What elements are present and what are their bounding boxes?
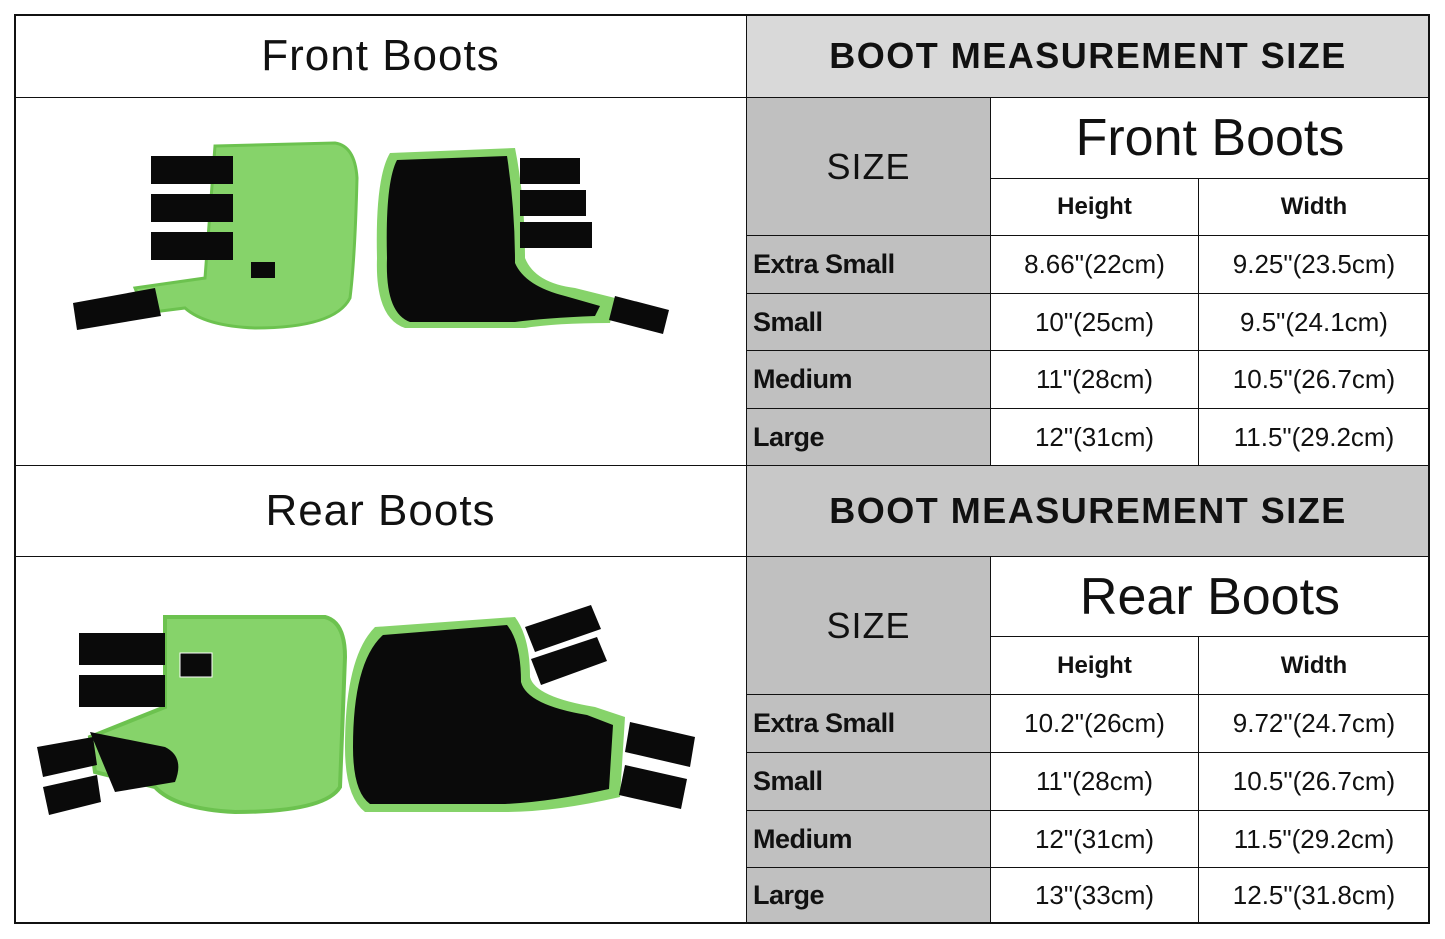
rear-boots-image xyxy=(37,605,695,815)
front-row-height: 12"(31cm) xyxy=(990,408,1199,466)
front-table-title: Front Boots xyxy=(990,97,1430,179)
rear-row-height: 12"(31cm) xyxy=(990,810,1199,868)
rear-row-height: 10.2"(26cm) xyxy=(990,694,1199,753)
front-row-width: 9.5"(24.1cm) xyxy=(1198,293,1430,351)
front-row-size: Small xyxy=(746,293,991,351)
rear-row-height: 11"(28cm) xyxy=(990,752,1199,811)
rear-size-label: SIZE xyxy=(746,556,991,695)
front-row-width: 9.25"(23.5cm) xyxy=(1198,235,1430,294)
rear-row-size: Medium xyxy=(746,810,991,868)
front-boots-title: Front Boots xyxy=(14,14,747,98)
front-boots-image-cell xyxy=(14,97,747,466)
rear-row-width: 11.5"(29.2cm) xyxy=(1198,810,1430,868)
rear-row-height: 13"(33cm) xyxy=(990,867,1199,924)
rear-row-width: 10.5"(26.7cm) xyxy=(1198,752,1430,811)
front-row-height: 11"(28cm) xyxy=(990,350,1199,409)
front-size-label: SIZE xyxy=(746,97,991,236)
front-row-size: Medium xyxy=(746,350,991,409)
front-row-width: 10.5"(26.7cm) xyxy=(1198,350,1430,409)
rear-row-width: 9.72"(24.7cm) xyxy=(1198,694,1430,753)
front-row-height: 8.66"(22cm) xyxy=(990,235,1199,294)
front-row-height: 10"(25cm) xyxy=(990,293,1199,351)
front-col-height: Height xyxy=(990,178,1199,236)
rear-col-height: Height xyxy=(990,636,1199,695)
front-row-size: Large xyxy=(746,408,991,466)
rear-row-width: 12.5"(31.8cm) xyxy=(1198,867,1430,924)
front-col-width: Width xyxy=(1198,178,1430,236)
rear-table-title: Rear Boots xyxy=(990,556,1430,637)
front-row-width: 11.5"(29.2cm) xyxy=(1198,408,1430,466)
rear-row-size: Large xyxy=(746,867,991,924)
rear-col-width: Width xyxy=(1198,636,1430,695)
rear-boots-image-cell xyxy=(14,556,747,924)
front-row-size: Extra Small xyxy=(746,235,991,294)
front-measurement-header: BOOT MEASUREMENT SIZE xyxy=(746,14,1430,98)
rear-boots-title: Rear Boots xyxy=(14,465,747,557)
rear-measurement-header: BOOT MEASUREMENT SIZE xyxy=(746,465,1430,557)
rear-row-size: Extra Small xyxy=(746,694,991,753)
front-boots-image xyxy=(73,141,669,334)
rear-row-size: Small xyxy=(746,752,991,811)
